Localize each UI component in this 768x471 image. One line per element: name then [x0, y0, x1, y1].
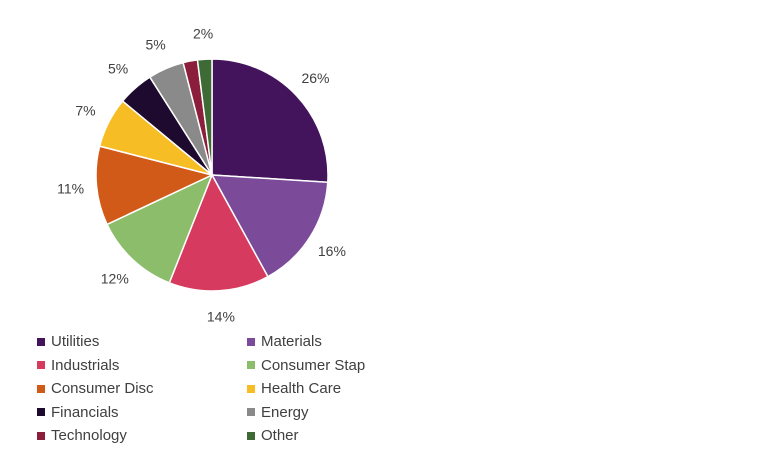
legend-item-industrials: Industrials — [37, 357, 247, 374]
pie-slice-consumer-stap — [106, 173, 214, 284]
slice-label: 2% — [193, 25, 213, 41]
legend-swatch — [37, 384, 45, 393]
legend-item-consumer-disc: Consumer Disc — [37, 380, 247, 397]
legend-label: Health Care — [261, 380, 342, 398]
slice-label: 11% — [57, 180, 84, 196]
slice-label: 16% — [318, 243, 346, 259]
legend-label: Energy — [261, 403, 309, 421]
legend-swatch — [37, 431, 45, 440]
slice-label: 26% — [301, 70, 329, 86]
slice-label: 12% — [101, 271, 129, 287]
legend-row: Financials Energy — [37, 401, 457, 425]
legend-label: Other — [261, 427, 299, 445]
legend-item-consumer-stap: Consumer Stap — [247, 357, 457, 374]
pie-labels: 26% 16% 14% 12% 11% 7% 5% 5% 2% — [57, 25, 346, 324]
legend-swatch — [247, 431, 255, 440]
legend-row: Industrials Consumer Stap — [37, 354, 457, 378]
legend-label: Technology — [51, 427, 127, 445]
legend-swatch — [247, 361, 255, 370]
legend-row: Consumer Disc Health Care — [37, 377, 457, 401]
legend-row: Utilities Materials — [37, 330, 457, 354]
slice-label: 5% — [145, 37, 165, 53]
legend-label: Materials — [261, 333, 322, 351]
pie-slices — [95, 58, 329, 292]
slice-label: 14% — [207, 309, 235, 325]
legend-item-technology: Technology — [37, 427, 247, 444]
legend-swatch — [247, 384, 255, 393]
legend-label: Utilities — [51, 333, 100, 351]
slice-label: 7% — [75, 103, 95, 119]
legend-item-utilities: Utilities — [37, 333, 247, 350]
legend-label: Financials — [51, 403, 119, 421]
legend-label: Consumer Stap — [261, 356, 366, 374]
legend-row: Technology Other — [37, 424, 457, 448]
legend-item-materials: Materials — [247, 333, 457, 350]
pie-slice-industrials — [168, 173, 269, 292]
pie-chart: 26% 16% 14% 12% 11% 7% 5% 5% 2% — [57, 25, 346, 324]
legend-item-energy: Energy — [247, 404, 457, 421]
slice-label: 5% — [108, 60, 128, 76]
legend-swatch — [247, 408, 255, 417]
pie-slice-materials — [210, 174, 329, 278]
legend: Utilities Materials Industrials Consumer… — [37, 330, 457, 448]
pie-slice-other — [196, 58, 213, 176]
pie-slice-utilities — [211, 58, 329, 184]
legend-label: Industrials — [51, 356, 120, 374]
legend-swatch — [37, 361, 45, 370]
legend-item-other: Other — [247, 427, 457, 444]
legend-swatch — [247, 337, 255, 346]
legend-item-financials: Financials — [37, 404, 247, 421]
legend-swatch — [37, 337, 45, 346]
legend-item-health-care: Health Care — [247, 380, 457, 397]
legend-label: Consumer Disc — [51, 380, 154, 398]
pie-slice-consumer-disc — [95, 145, 215, 226]
legend-swatch — [37, 408, 45, 417]
